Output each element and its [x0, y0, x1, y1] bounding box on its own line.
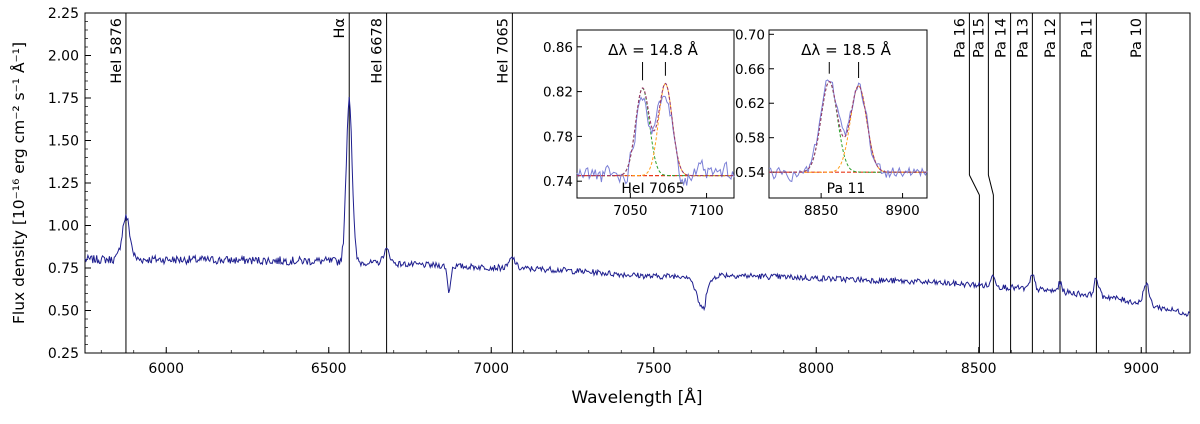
inset-x-tick-label: 8850 [804, 203, 838, 219]
line-marker-label: Hα [332, 18, 348, 38]
line-marker-label: Pa 14 [994, 18, 1010, 58]
line-markers: HeI 5876 Hα HeI 6678 HeI 7065 Pa 16 Pa 15 Pa 1… [109, 13, 1147, 353]
x-tick-label: 6500 [311, 361, 347, 377]
line-marker-label: Pa 16 [952, 18, 968, 58]
line-marker-label: HeI 5876 [109, 18, 125, 84]
inset-hei7065-spectrum [576, 95, 735, 187]
line-marker-bend [987, 174, 994, 196]
x-tick-label: 7000 [473, 361, 509, 377]
line-marker-label: Pa 11 [1079, 18, 1095, 58]
x-tick-label: 9000 [1123, 361, 1159, 377]
inset-pa11: 0.54 0.58 0.62 0.66 0.70 8850 8900 Δλ = 18.5 … [735, 27, 928, 219]
line-marker-label: Pa 13 [1015, 18, 1031, 58]
inset-pa11-y-ticks: 0.54 0.58 0.62 0.66 0.70 [735, 27, 774, 181]
inset-y-tick-label: 0.58 [735, 131, 765, 147]
inset-pa11-bg [769, 30, 927, 198]
y-tick-label: 1.50 [48, 134, 79, 150]
x-tick-label: 8000 [798, 361, 834, 377]
y-tick-label: 1.75 [48, 91, 79, 107]
inset-hei7065-annotation: Δλ = 14.8 Å [608, 40, 698, 59]
x-axis-label: Wavelength [Å] [571, 386, 702, 408]
main-x-ticks: 6000 6500 7000 7500 8000 8500 9000 [100, 347, 1175, 377]
y-tick-label: 1.25 [48, 176, 79, 192]
line-marker-label: HeI 6678 [370, 18, 386, 84]
inset-hei7065-x-ticks: 7050 7100 [613, 193, 724, 219]
inset-y-tick-label: 0.74 [543, 174, 573, 190]
inset-hei7065: 0.74 0.78 0.82 0.86 7050 7100 Δλ = 14.8 Å He… [543, 29, 735, 219]
main-plot: 0.25 0.50 0.75 1.00 1.25 1.50 1.75 2.00 2.25 600… [9, 6, 1191, 408]
inset-pa11-annotation: Δλ = 18.5 Å [801, 40, 891, 59]
inset-hei7065-y-ticks: 0.74 0.78 0.82 0.86 [543, 40, 582, 190]
inset-hei7065-title: HeI 7065 [621, 181, 684, 197]
inset-hei7065-total-fit [577, 82, 734, 177]
inset-y-tick-label: 0.62 [735, 96, 765, 112]
inset-hei7065-frame [576, 29, 735, 199]
main-y-ticks: 0.25 0.50 0.75 1.00 1.25 1.50 1.75 2.00 2.25 [48, 6, 91, 362]
line-marker-label: HeI 7065 [495, 18, 511, 84]
line-marker-label: Pa 12 [1043, 18, 1059, 58]
y-axis-label: Flux density [10⁻¹⁶ erg cm⁻² s⁻¹ Å⁻¹] [9, 42, 28, 324]
line-marker-label: Pa 10 [1129, 18, 1145, 58]
inset-y-tick-label: 0.54 [735, 165, 765, 181]
spectrum-line [84, 96, 1190, 318]
y-tick-label: 2.00 [48, 49, 79, 65]
x-tick-label: 8500 [961, 361, 997, 377]
y-tick-label: 0.25 [48, 346, 79, 362]
inset-y-tick-label: 0.78 [543, 129, 573, 145]
inset-x-tick-label: 7100 [689, 203, 723, 219]
y-tick-label: 0.75 [48, 261, 79, 277]
x-tick-label: 6000 [148, 361, 184, 377]
inset-y-tick-label: 0.70 [735, 27, 765, 43]
y-tick-label: 0.50 [48, 304, 79, 320]
inset-pa11-title: Pa 11 [827, 181, 866, 197]
y-tick-label: 2.25 [48, 6, 79, 22]
inset-hei7065-peak-markers [642, 62, 666, 81]
inset-x-tick-label: 7050 [613, 203, 647, 219]
inset-y-tick-label: 0.86 [543, 40, 573, 56]
inset-pa11-total-fit [769, 80, 927, 173]
inset-y-tick-label: 0.82 [543, 85, 573, 101]
inset-pa11-peak-markers [828, 62, 860, 78]
line-marker-bend [968, 174, 980, 196]
y-tick-label: 1.00 [48, 219, 79, 235]
inset-pa11-frame [768, 29, 928, 199]
inset-y-tick-label: 0.66 [735, 62, 765, 78]
inset-pa11-x-ticks: 8850 8900 [804, 193, 920, 219]
inset-x-tick-label: 8900 [885, 203, 919, 219]
x-tick-label: 7500 [636, 361, 672, 377]
line-marker-label: Pa 15 [971, 18, 987, 58]
